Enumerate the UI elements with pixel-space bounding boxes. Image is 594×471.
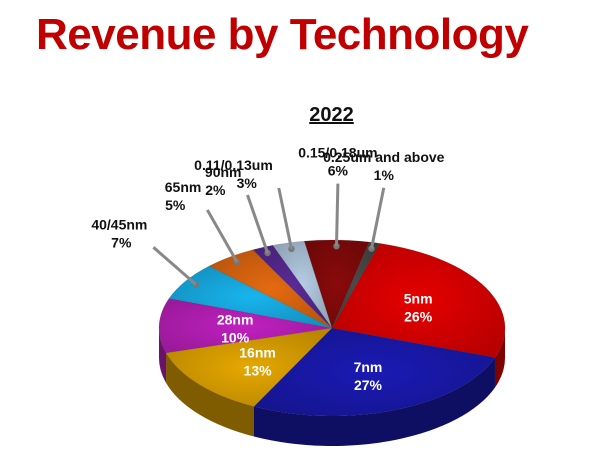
slice-value-28nm: 10% — [221, 330, 250, 346]
pie-slice-0-25um-and-above — [331, 241, 381, 329]
slice-label-0-15-0-18um: 0.15/0.18um — [298, 145, 377, 161]
leader-line-0-15-0-18um — [334, 183, 340, 247]
slice-value-0-15-0-18um: 6% — [328, 163, 349, 179]
pie-side-28nm — [159, 328, 167, 383]
chart-title: 2022 — [309, 104, 354, 126]
leader-line-65nm — [206, 209, 239, 263]
leader-line-0-25um-and-above — [369, 187, 386, 249]
slice-value-65nm: 5% — [165, 197, 186, 213]
pie-side-5nm — [494, 328, 505, 388]
leader-line-90nm — [246, 194, 270, 254]
pie-side-walls — [159, 328, 505, 446]
pie-slice-40-45nm — [168, 265, 333, 329]
slice-label-7nm: 7nm — [354, 359, 383, 375]
pie-slices — [158, 239, 506, 417]
pie-slice-90nm — [252, 244, 333, 329]
slice-label-28nm: 28nm — [217, 312, 254, 328]
pie-slice-28nm — [158, 298, 333, 354]
slice-value-16nm: 13% — [244, 363, 273, 379]
slice-label-0-11-0-13um: 0.11/0.13um — [194, 157, 273, 173]
pie-slice-16nm — [165, 327, 333, 407]
slice-label-90nm: 90nm — [205, 164, 242, 180]
pie-slice-5nm — [331, 243, 506, 358]
pie-labels: 5nm 26% 7nm 27% 16nm 13% 28nm 10% 40/45nm 7% 65nm 5… — [91, 145, 444, 393]
slice-label-40-45nm: 40/45nm — [91, 216, 147, 232]
slice-label-5nm: 5nm — [404, 290, 433, 306]
pie-slice-0-11-0-13um — [272, 240, 333, 329]
slice-label-16nm: 16nm — [239, 345, 276, 361]
slice-value-5nm: 26% — [404, 308, 433, 324]
leader-line-40-45nm — [152, 246, 197, 286]
pie-side-7nm — [253, 357, 495, 446]
leader-line-0-11-0-13um — [277, 187, 293, 250]
page-title: Revenue by Technology — [36, 10, 529, 59]
slice-value-90nm: 2% — [205, 182, 226, 198]
pie-slice-7nm — [253, 327, 496, 417]
slice-value-40-45nm: 7% — [111, 234, 132, 250]
slice-label-0-25um-and-above: 0.25um and above — [323, 149, 445, 165]
slice-value-7nm: 27% — [354, 377, 383, 393]
slice-value-0-11-0-13um: 3% — [237, 175, 258, 191]
pie-slice-65nm — [208, 249, 333, 329]
slice-value-0-25um-and-above: 1% — [374, 167, 395, 183]
pie-side-16nm — [166, 352, 254, 437]
slice-label-65nm: 65nm — [165, 179, 202, 195]
